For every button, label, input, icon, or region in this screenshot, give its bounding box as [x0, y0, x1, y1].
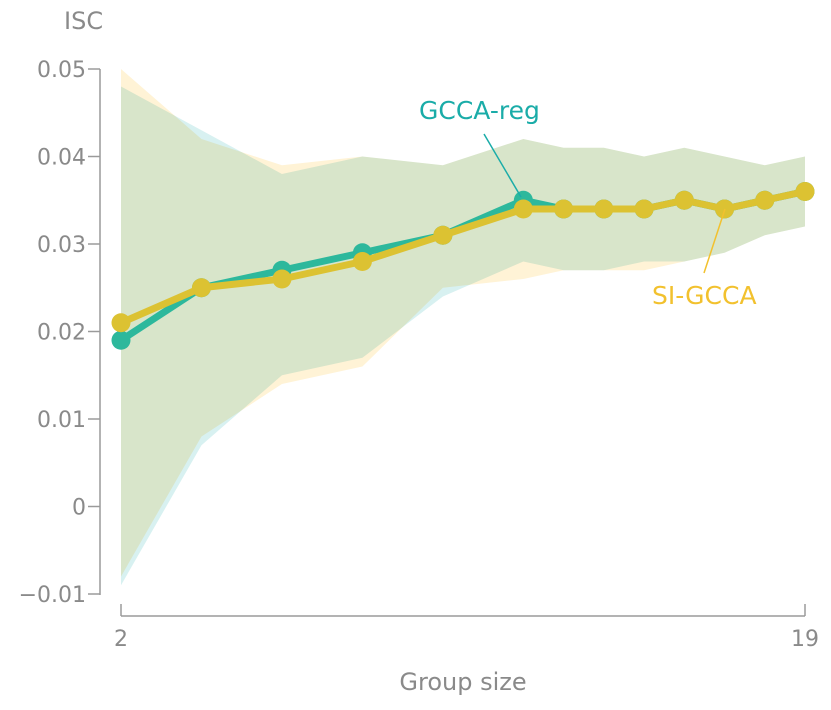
- x-ticks: 2 19: [114, 604, 819, 652]
- point-si-gcca: [795, 182, 815, 201]
- y-tick-label: 0.05: [37, 58, 86, 83]
- y-axis-label: ISC: [64, 7, 103, 35]
- point-si-gcca: [433, 225, 453, 245]
- y-tick-label: −0.01: [19, 583, 86, 608]
- point-si-gcca: [191, 278, 211, 298]
- si-gcca-label: SI-GCCA: [652, 281, 757, 310]
- point-gcca-reg: [111, 330, 131, 350]
- band-gcca-reg: [121, 86, 805, 586]
- si-gcca-leader-line: [703, 208, 726, 274]
- point-si-gcca: [352, 252, 372, 271]
- x-tick-label: 19: [791, 627, 819, 652]
- y-tick-label: 0.04: [37, 146, 86, 171]
- gcca-reg-label: GCCA-reg: [419, 96, 540, 125]
- point-si-gcca: [674, 190, 694, 210]
- point-si-gcca: [272, 269, 292, 289]
- y-tick-label: 0.02: [37, 321, 86, 346]
- y-tick-label: 0.01: [37, 408, 86, 433]
- point-si-gcca: [755, 190, 775, 210]
- gcca-reg-leader-line: [483, 133, 522, 198]
- point-si-gcca: [513, 199, 533, 219]
- point-si-gcca: [634, 199, 654, 219]
- point-si-gcca: [594, 199, 614, 219]
- point-si-gcca: [111, 313, 131, 333]
- x-axis-label: Group size: [399, 668, 526, 696]
- y-tick-label: 0.03: [37, 233, 86, 258]
- x-tick-label: 2: [114, 627, 128, 652]
- point-si-gcca: [554, 199, 574, 219]
- y-tick-label: 0: [72, 496, 86, 521]
- confidence-bands: [121, 69, 805, 586]
- y-ticks: −0.01 0 0.01 0.02 0.03 0.04 0.05: [19, 58, 100, 608]
